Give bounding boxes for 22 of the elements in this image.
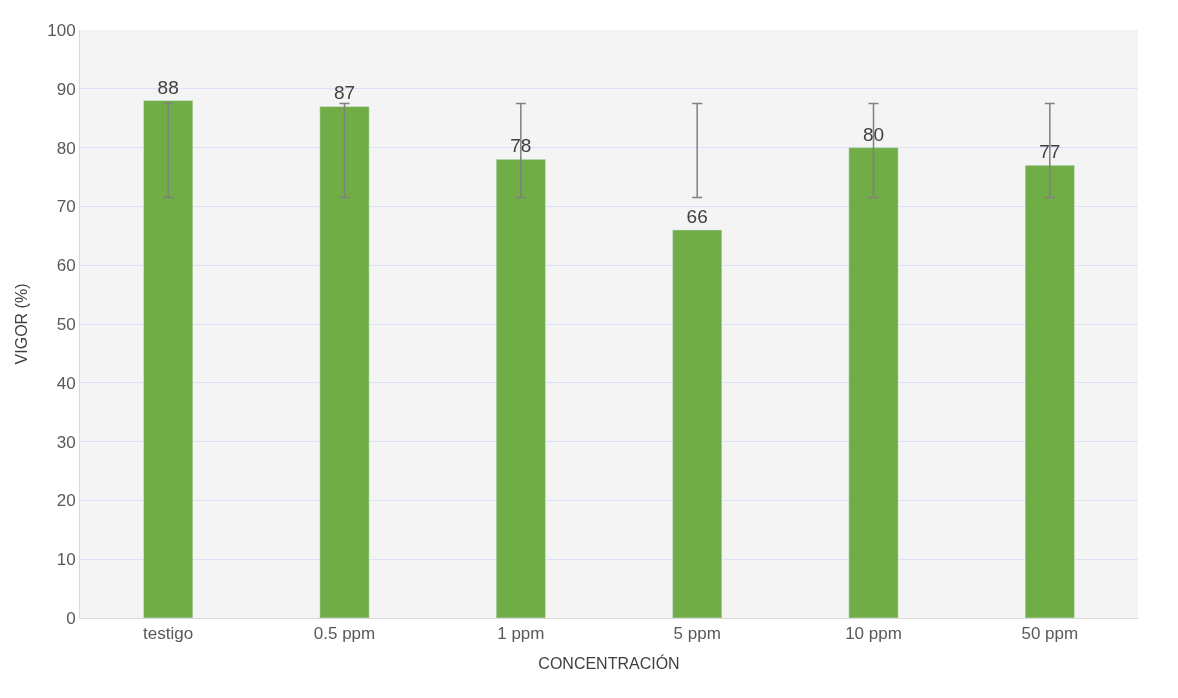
y-tick-label: 0 [66,608,76,628]
y-tick-label: 70 [56,197,76,217]
x-axis-title: CONCENTRACIÓN [538,654,680,673]
y-tick-label: 80 [56,138,76,158]
y-axis-title: VIGOR (%) [13,283,31,365]
data-label: 66 [686,205,708,227]
x-tick-label: 50 ppm [1021,624,1079,644]
y-tick-label: 60 [56,256,76,276]
x-tick-label: 0.5 ppm [313,624,376,644]
y-tick-label: 10 [56,550,76,570]
y-tick-label: 40 [56,373,76,393]
x-tick-label: 10 ppm [845,624,902,644]
x-tick-label: testigo [143,624,194,644]
y-tick-label: 30 [56,432,76,452]
y-tick-label: 20 [56,491,76,511]
data-label: 87 [333,82,356,104]
y-tick-label: 100 [47,20,76,40]
data-label: 88 [157,76,179,98]
y-tick-label: 50 [56,314,76,334]
y-tick-label: 90 [56,79,76,99]
x-tick-label: 1 ppm [497,624,545,644]
x-tick-label: 5 ppm [673,624,721,644]
